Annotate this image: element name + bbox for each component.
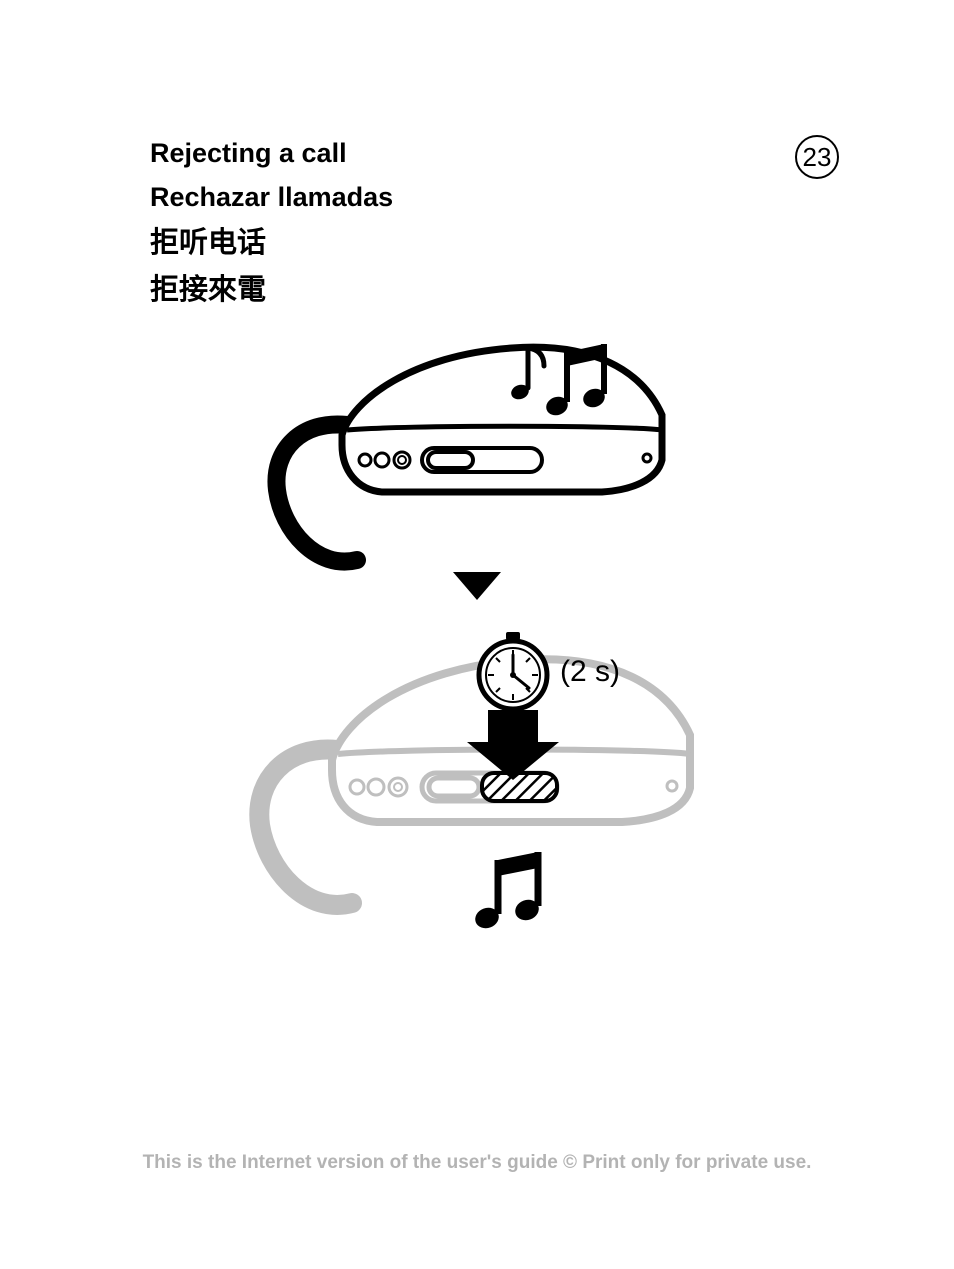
- stopwatch-icon: [479, 632, 547, 709]
- heading-chinese-simplified: 拒听电话: [150, 224, 804, 263]
- heading-spanish: Rechazar llamadas: [150, 179, 804, 215]
- press-duration-label: (2 s): [560, 655, 620, 689]
- headings: Rejecting a call Rechazar llamadas 拒听电话 …: [150, 135, 804, 310]
- headset-top-illustration: [262, 330, 692, 580]
- heading-english: Rejecting a call: [150, 135, 804, 171]
- page: 23 Rejecting a call Rechazar llamadas 拒听…: [0, 0, 954, 1269]
- headset-bottom-illustration: [242, 620, 712, 940]
- diagram-area: (2 s): [0, 330, 954, 940]
- page-number-badge: 23: [795, 135, 839, 179]
- music-note-icon: [472, 852, 541, 932]
- heading-chinese-traditional: 拒接來電: [150, 271, 804, 310]
- down-arrow-icon: [453, 572, 501, 600]
- footer-note: This is the Internet version of the user…: [0, 1152, 954, 1174]
- pressed-button-area: [482, 773, 557, 801]
- page-number-text: 23: [803, 142, 832, 173]
